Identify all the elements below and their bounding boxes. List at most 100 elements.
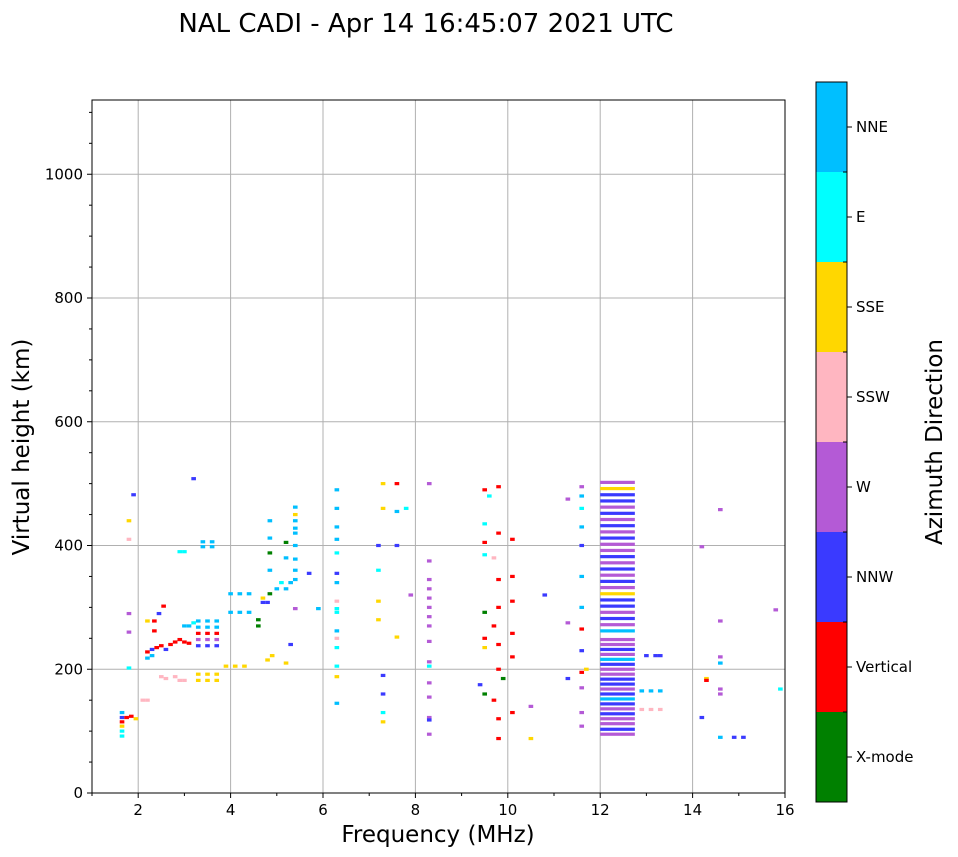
plot-area-frame xyxy=(91,99,786,794)
echo-point xyxy=(292,531,298,535)
echo-point xyxy=(283,661,289,665)
echo-point xyxy=(380,692,386,696)
echo-point xyxy=(195,625,201,629)
echo-point xyxy=(579,605,585,609)
echo-point xyxy=(292,568,298,572)
echo-point xyxy=(283,540,289,545)
x-tick-label: 2 xyxy=(133,801,143,819)
echo-point xyxy=(205,619,210,623)
y-tick-label: 400 xyxy=(54,537,83,555)
echo-point xyxy=(741,735,746,739)
echo-point xyxy=(600,517,635,522)
echo-point xyxy=(579,649,585,653)
echo-point xyxy=(600,727,635,731)
echo-point xyxy=(600,499,635,503)
x-tick-label: 12 xyxy=(591,801,610,819)
echo-point xyxy=(426,660,432,664)
echo-point xyxy=(653,654,658,658)
echo-point xyxy=(376,568,381,572)
colorbar-segment xyxy=(816,622,847,712)
echo-point xyxy=(600,592,635,596)
echo-point xyxy=(510,574,515,579)
colorbar-tick-label: W xyxy=(856,478,871,496)
echo-point xyxy=(163,647,169,652)
echo-point xyxy=(528,704,534,708)
echo-point xyxy=(265,600,270,605)
echo-point xyxy=(237,610,243,614)
echo-point xyxy=(126,519,132,523)
echo-point xyxy=(267,519,273,523)
colorbar-tick-label: E xyxy=(856,208,865,226)
y-tick-label: 1000 xyxy=(45,165,83,183)
echo-point xyxy=(145,650,150,654)
echo-point xyxy=(426,718,432,722)
echo-point xyxy=(205,644,210,648)
echo-point xyxy=(119,734,125,738)
echo-point xyxy=(288,642,293,647)
echo-point xyxy=(600,585,635,590)
x-tick-label: 14 xyxy=(683,801,702,819)
echo-point xyxy=(334,607,340,611)
chart-title: NAL CADI - Apr 14 16:45:07 2021 UTC xyxy=(178,9,673,39)
echo-point xyxy=(292,557,298,561)
x-tick-label: 8 xyxy=(411,801,421,819)
echo-point xyxy=(131,493,136,497)
echo-point xyxy=(528,736,534,741)
echo-point xyxy=(126,666,132,670)
colorbar-frame xyxy=(815,81,848,803)
echo-point xyxy=(718,619,723,623)
echo-point xyxy=(510,599,515,603)
echo-point xyxy=(126,630,132,634)
echo-point xyxy=(126,611,132,616)
echo-point xyxy=(214,644,220,648)
echo-point xyxy=(600,604,635,608)
echo-point xyxy=(149,654,155,658)
echo-point xyxy=(228,610,233,614)
echo-point xyxy=(600,548,635,553)
echo-point xyxy=(600,486,635,491)
echo-point xyxy=(510,631,515,635)
echo-point xyxy=(657,654,663,658)
echo-point xyxy=(191,477,196,481)
echo-point xyxy=(152,629,157,633)
echo-point xyxy=(246,592,252,596)
echo-point xyxy=(283,556,289,560)
x-axis: 2 4 6 8 10 12 14 16 xyxy=(91,793,795,819)
echo-point xyxy=(376,543,381,548)
echo-point xyxy=(177,678,183,682)
echo-point xyxy=(639,689,645,693)
x-tick-label: 4 xyxy=(226,801,236,819)
echo-point xyxy=(163,676,169,681)
y-tick-label: 600 xyxy=(54,413,83,431)
echo-point xyxy=(380,710,386,715)
echo-point xyxy=(426,664,432,668)
echo-point xyxy=(426,695,432,699)
echo-point xyxy=(496,531,501,535)
echo-point xyxy=(600,667,635,671)
echo-point xyxy=(600,732,635,736)
echo-point xyxy=(510,710,515,715)
echo-point xyxy=(292,505,298,509)
echo-point xyxy=(205,631,210,635)
echo-point xyxy=(482,540,488,545)
colorbar-tick-label: NNE xyxy=(856,118,888,136)
echo-point xyxy=(256,624,261,628)
y-axis-label: Virtual height (km) xyxy=(9,339,35,556)
echo-point xyxy=(177,637,183,642)
echo-point xyxy=(119,729,125,733)
echo-point xyxy=(394,543,400,548)
echo-point xyxy=(119,715,125,720)
echo-point xyxy=(426,596,432,600)
echo-point xyxy=(376,599,381,603)
echo-point xyxy=(269,654,275,658)
echo-point xyxy=(119,710,125,715)
echo-point xyxy=(334,525,340,529)
echo-point xyxy=(380,720,386,724)
echo-point xyxy=(579,485,585,489)
echo-point xyxy=(600,555,635,559)
echo-point xyxy=(579,724,585,728)
echo-point xyxy=(283,587,289,591)
echo-point xyxy=(408,593,414,597)
echo-point xyxy=(477,683,483,687)
echo-point xyxy=(600,672,635,676)
